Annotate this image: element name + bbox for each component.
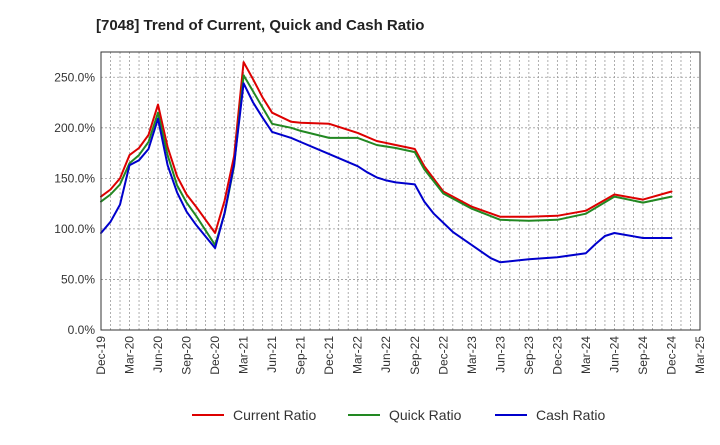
x-tick-label: Mar-25 (693, 336, 707, 374)
y-axis: 0.0% 50.0% 100.0% 150.0% 200.0% 250.0% (54, 70, 95, 337)
x-tick-label: Mar-23 (465, 336, 479, 374)
x-tick-label: Jun-22 (379, 336, 393, 373)
x-tick-label: Dec-21 (322, 336, 336, 375)
x-tick-label: Dec-24 (664, 336, 678, 375)
x-tick-label: Mar-24 (579, 336, 593, 374)
y-tick-label: 0.0% (68, 323, 96, 337)
y-tick-label: 250.0% (54, 70, 95, 84)
y-tick-label: 50.0% (61, 272, 95, 286)
x-tick-label: Mar-22 (351, 336, 365, 374)
x-tick-label: Dec-23 (550, 336, 564, 375)
chart-title: [7048] Trend of Current, Quick and Cash … (96, 17, 424, 34)
x-tick-label: Jun-23 (493, 336, 507, 373)
x-tick-label: Jun-20 (151, 336, 165, 373)
x-tick-label: Sep-21 (294, 336, 308, 375)
legend-label: Current Ratio (233, 407, 316, 423)
x-tick-label: Sep-20 (180, 336, 194, 375)
x-axis: Dec-19 Mar-20 Jun-20 Sep-20 Dec-20 Mar-21 Jun-… (94, 336, 707, 375)
y-tick-label: 200.0% (54, 121, 95, 135)
grid-layer (101, 52, 700, 330)
x-tick-label: Jun-21 (265, 336, 279, 373)
x-tick-label: Dec-22 (436, 336, 450, 375)
x-tick-label: Dec-19 (94, 336, 108, 375)
legend: Current Ratio Quick Ratio Cash Ratio (192, 407, 605, 423)
x-tick-label: Sep-23 (522, 336, 536, 375)
x-tick-label: Jun-24 (607, 336, 621, 373)
x-tick-label: Mar-21 (237, 336, 251, 374)
x-tick-label: Sep-22 (408, 336, 422, 375)
y-tick-label: 100.0% (54, 222, 95, 236)
series-line-current-ratio (100, 61, 673, 234)
x-tick-label: Sep-24 (636, 336, 650, 375)
plot-frame (100, 51, 701, 331)
x-tick-label: Mar-20 (123, 336, 137, 374)
series-layer (100, 61, 673, 264)
legend-label: Cash Ratio (536, 407, 605, 423)
x-tick-label: Dec-20 (208, 336, 222, 375)
y-tick-label: 150.0% (54, 171, 95, 185)
series-line-quick-ratio (100, 74, 673, 247)
legend-label: Quick Ratio (389, 407, 462, 423)
series-line-cash-ratio (100, 82, 673, 264)
